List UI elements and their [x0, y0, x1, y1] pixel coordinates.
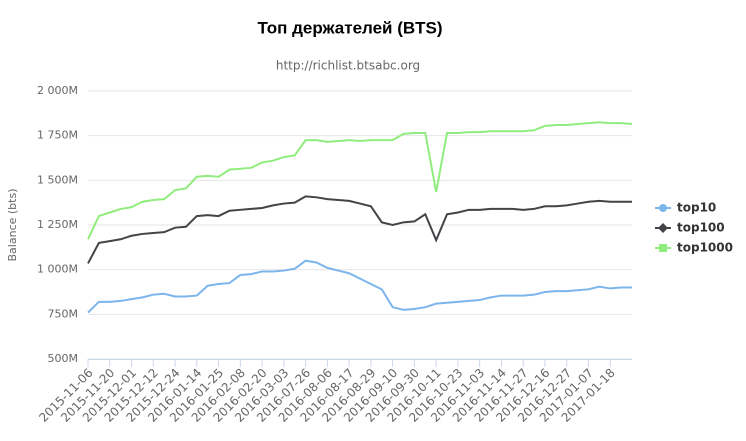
- y-tick-label: 2 000M: [37, 84, 78, 97]
- y-tick-label: 500M: [48, 352, 79, 365]
- series-line: [87, 259, 632, 314]
- legend-marker: [659, 244, 667, 252]
- y-tick-label: 1 500M: [37, 173, 78, 186]
- y-tick-label: 1 750M: [37, 129, 78, 142]
- legend-marker: [659, 204, 667, 212]
- y-tick-label: 750M: [48, 307, 79, 320]
- legend-marker: [658, 223, 668, 233]
- legend-label: top100: [677, 221, 725, 235]
- legend-label: top1000: [677, 241, 733, 255]
- y-axis-label: Balance (bts): [6, 189, 19, 262]
- y-tick-label: 1 000M: [37, 263, 78, 276]
- legend-label: top10: [677, 201, 716, 215]
- y-tick-label: 1 250M: [37, 218, 78, 231]
- chart-title: Топ держателей (BTS): [257, 18, 442, 37]
- chart-subtitle: http://richlist.btsabc.org: [276, 59, 420, 73]
- series-line: [87, 121, 633, 240]
- series-line: [87, 195, 632, 264]
